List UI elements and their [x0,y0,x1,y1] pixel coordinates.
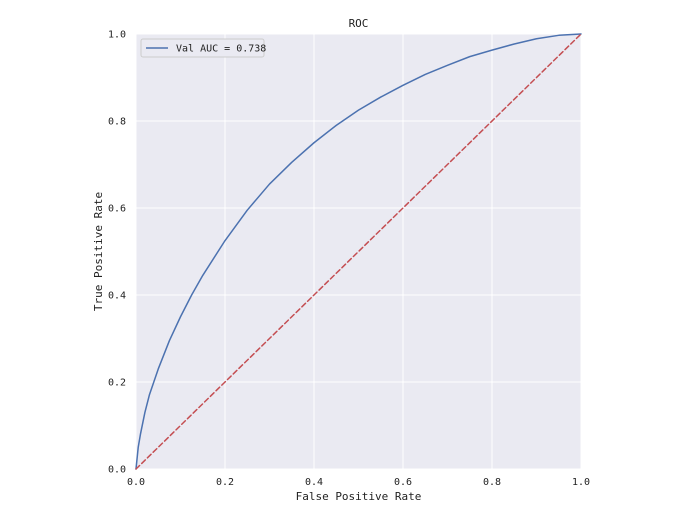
y-axis-label: True Positive Rate [92,192,105,311]
y-tick-labels: 0.0 0.2 0.4 0.6 0.8 1.0 [108,30,126,476]
x-tick-label: 0.4 [305,477,323,488]
y-tick-label: 0.8 [108,117,126,128]
y-tick-label: 0.4 [108,291,126,302]
series-layer [135,33,582,470]
y-tick-label: 1.0 [108,30,126,41]
x-axis-label: False Positive Rate [296,490,422,503]
x-tick-label: 0.8 [483,477,501,488]
roc-curve-line [135,33,582,470]
y-tick-label: 0.6 [108,204,126,215]
y-tick-label: 0.0 [108,465,126,476]
x-tick-labels: 0.0 0.2 0.4 0.6 0.8 1.0 [127,477,590,488]
legend-label: Val AUC = 0.738 [176,44,266,55]
y-tick-label: 0.2 [108,378,126,389]
chart-title: ROC [349,17,369,30]
chance-diagonal-line [135,33,582,470]
x-tick-label: 0.2 [216,477,234,488]
x-tick-label: 0.6 [394,477,412,488]
grid-lines [135,33,582,470]
x-tick-label: 1.0 [572,477,590,488]
legend: Val AUC = 0.738 [140,38,266,58]
legend-box [140,38,265,58]
x-tick-label: 0.0 [127,477,145,488]
